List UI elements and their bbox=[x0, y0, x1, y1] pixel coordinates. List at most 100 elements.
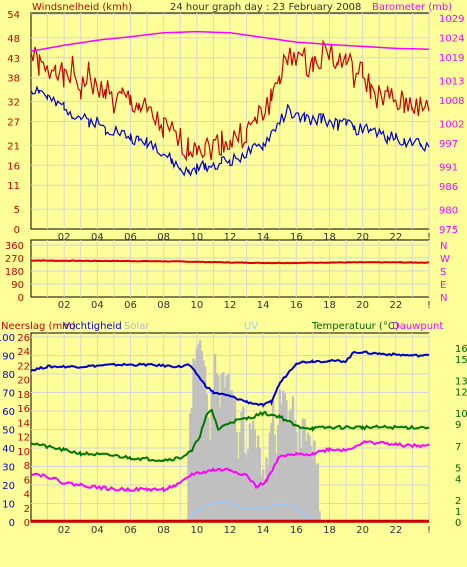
x-tick-label: 22 bbox=[389, 300, 402, 311]
y-tick-label-humidity: 90 bbox=[2, 352, 15, 363]
humidity-label: Vochtigheid bbox=[63, 321, 122, 332]
y-tick-label-temperature: 5 bbox=[455, 464, 461, 475]
y-tick-label-humidity: 80 bbox=[2, 370, 15, 381]
x-tick-label: 16 bbox=[290, 525, 303, 536]
x-tick-label: 02 bbox=[58, 232, 71, 243]
x-tick-label: 22 bbox=[389, 232, 402, 243]
solar-bar bbox=[203, 366, 207, 522]
solar-bar bbox=[220, 374, 223, 522]
solar-bar bbox=[263, 483, 267, 522]
y-tick-label-barometer: 986 bbox=[439, 182, 458, 193]
solar-bar bbox=[315, 464, 318, 522]
y-tick-label-temperature: 10 bbox=[455, 409, 467, 420]
solar-bar bbox=[197, 344, 200, 522]
solar-bar bbox=[202, 360, 205, 522]
x-tick-label: 04 bbox=[91, 525, 104, 536]
solar-bar bbox=[301, 418, 305, 522]
y-tick-label-barometer: 1019 bbox=[439, 53, 464, 64]
y-tick-label-rain: 16 bbox=[17, 404, 30, 415]
x-tick-label: 04 bbox=[91, 232, 104, 243]
y-tick-label-wind: 48 bbox=[7, 34, 20, 45]
solar-bar bbox=[261, 479, 265, 522]
y-tick-label-wind: 27 bbox=[7, 118, 20, 129]
x-tick-label: 20 bbox=[356, 300, 369, 311]
solar-bar bbox=[293, 420, 296, 522]
y-tick-label-humidity: 40 bbox=[2, 444, 15, 455]
solar-bar bbox=[225, 375, 228, 522]
solar-bar bbox=[243, 452, 247, 522]
y-tick-label-rain: 0 bbox=[24, 518, 30, 529]
x-tick-label: 16 bbox=[290, 232, 303, 243]
y-tick-label-humidity: 0 bbox=[9, 518, 15, 529]
solar-bar bbox=[303, 419, 306, 522]
solar-bar bbox=[238, 432, 242, 522]
x-tick-label: 10 bbox=[190, 300, 203, 311]
solar-bar bbox=[240, 411, 243, 522]
x-tick-label: 08 bbox=[157, 300, 170, 311]
y-tick-label-direction: 0 bbox=[18, 293, 24, 304]
solar-bar bbox=[273, 434, 276, 522]
x-tick-label: 14 bbox=[257, 525, 270, 536]
wind-direction-line bbox=[30, 259, 430, 265]
y-tick-label-humidity: 70 bbox=[2, 389, 15, 400]
x-tick-label: 14 bbox=[257, 232, 270, 243]
solar-bar bbox=[310, 446, 313, 522]
solar-bar bbox=[253, 430, 257, 522]
solar-bar bbox=[298, 427, 301, 522]
axis-labels: 02 04 06 08 10 12 14 16 18 20 22 !02 04 06 08 10 12 14 16 1… bbox=[0, 10, 467, 536]
x-tick-label: 16 bbox=[290, 300, 303, 311]
x-tick-label: 08 bbox=[157, 525, 170, 536]
solar-bar bbox=[266, 464, 270, 522]
temperature-label: Temperatuur (°C) bbox=[311, 321, 399, 332]
solar-bar bbox=[248, 423, 252, 522]
x-tick-label: 12 bbox=[224, 300, 237, 311]
solar-bar bbox=[271, 399, 275, 522]
y-tick-label-barometer: 1024 bbox=[439, 33, 464, 44]
solar-bar bbox=[233, 403, 237, 522]
y-tick-label-rain: 18 bbox=[17, 390, 30, 401]
y-tick-label-humidity: 30 bbox=[2, 463, 15, 474]
solar-bar bbox=[237, 458, 240, 522]
y-tick-label-humidity: 50 bbox=[2, 426, 15, 437]
x-tick-label: 18 bbox=[323, 525, 336, 536]
y-tick-label-direction: 180 bbox=[5, 267, 24, 278]
series-line-2 bbox=[30, 85, 430, 177]
solar-bar bbox=[306, 432, 310, 522]
solar-bar bbox=[245, 457, 248, 522]
x-tick-label: 18 bbox=[323, 300, 336, 311]
y-tick-label-wind: 43 bbox=[7, 54, 20, 65]
x-tick-label: 22 bbox=[389, 525, 402, 536]
y-tick-label-humidity: 10 bbox=[2, 500, 15, 511]
y-tick-label-temperature: 4 bbox=[455, 474, 461, 485]
y-tick-label-wind: 32 bbox=[7, 98, 20, 109]
y-tick-label-temperature: 12 bbox=[455, 387, 467, 398]
x-tick-label: 02 bbox=[58, 525, 71, 536]
direction-label: N bbox=[440, 293, 447, 304]
x-tick-label: 12 bbox=[224, 232, 237, 243]
y-tick-label-rain: 14 bbox=[17, 418, 30, 429]
solar-bar bbox=[268, 432, 271, 522]
solar-label: Solar bbox=[124, 321, 150, 332]
solar-bar bbox=[200, 379, 204, 522]
solar-bar bbox=[300, 447, 303, 522]
direction-label: W bbox=[440, 254, 450, 265]
x-tick-label: ! bbox=[427, 232, 431, 243]
solar-bar bbox=[222, 372, 225, 522]
solar-bar bbox=[242, 406, 245, 522]
x-tick-label: 08 bbox=[157, 232, 170, 243]
y-tick-label-direction: 270 bbox=[5, 254, 24, 265]
solar-bar bbox=[232, 394, 235, 522]
solar-bar bbox=[285, 400, 288, 522]
x-tick-label: 10 bbox=[190, 525, 203, 536]
y-tick-label-temperature: 0 bbox=[455, 518, 461, 529]
solar-bar bbox=[305, 440, 308, 522]
x-tick-label: ! bbox=[427, 300, 431, 311]
solar-bar bbox=[213, 353, 217, 522]
x-tick-label: 18 bbox=[323, 232, 336, 243]
x-tick-label: 20 bbox=[356, 525, 369, 536]
solar-bar bbox=[290, 408, 293, 522]
solar-bar bbox=[308, 435, 311, 522]
y-tick-label-rain: 26 bbox=[17, 333, 30, 344]
solar-bar bbox=[316, 463, 320, 522]
